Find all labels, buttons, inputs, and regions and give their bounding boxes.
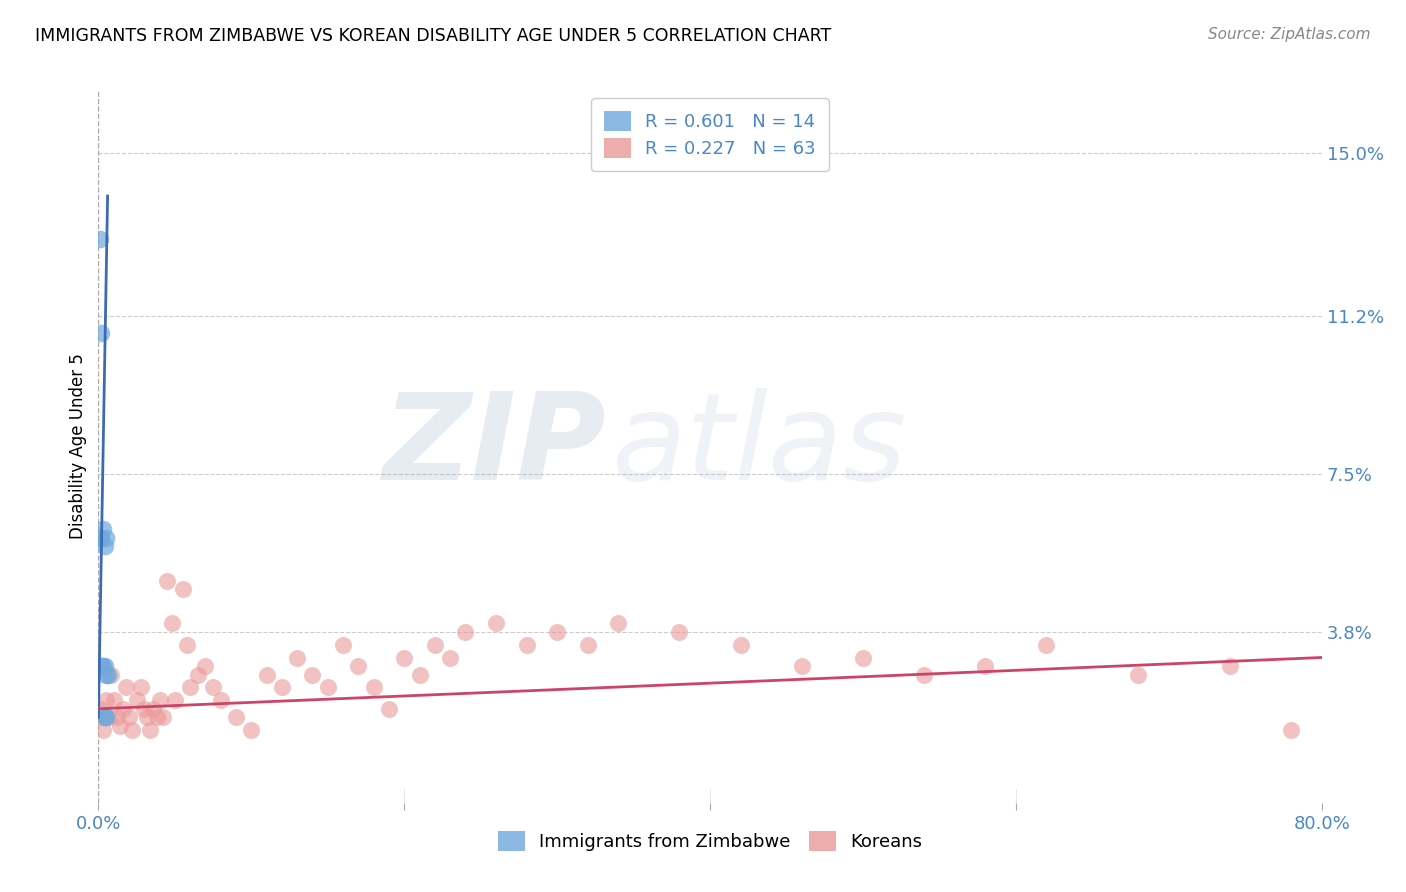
Text: ZIP: ZIP: [382, 387, 606, 505]
Point: [93, 710, 115, 724]
Point: [392, 650, 416, 665]
Point: [202, 681, 225, 695]
Point: [408, 667, 430, 681]
Point: [209, 693, 232, 707]
Point: [91, 659, 114, 673]
Point: [316, 681, 339, 695]
Point: [111, 702, 134, 716]
Text: atlas: atlas: [612, 387, 907, 505]
Point: [285, 650, 308, 665]
Point: [439, 650, 461, 665]
Point: [108, 719, 131, 733]
Point: [1128, 667, 1150, 681]
Point: [546, 624, 568, 639]
Point: [347, 659, 370, 673]
Point: [89, 531, 111, 545]
Point: [194, 659, 217, 673]
Point: [256, 667, 278, 681]
Point: [90, 531, 112, 545]
Point: [160, 616, 183, 631]
Point: [240, 723, 263, 738]
Point: [1219, 659, 1241, 673]
Point: [134, 702, 156, 716]
Point: [145, 710, 167, 724]
Point: [94, 667, 117, 681]
Point: [301, 667, 323, 681]
Point: [136, 710, 159, 724]
Point: [378, 702, 401, 716]
Point: [852, 650, 875, 665]
Point: [90, 659, 112, 673]
Point: [121, 723, 143, 738]
Point: [332, 638, 354, 652]
Point: [139, 723, 162, 738]
Point: [156, 574, 179, 588]
Point: [89, 702, 111, 716]
Point: [607, 616, 630, 631]
Point: [125, 693, 148, 707]
Point: [118, 710, 141, 724]
Point: [94, 710, 117, 724]
Point: [152, 710, 174, 724]
Point: [93, 659, 115, 673]
Point: [225, 710, 247, 724]
Y-axis label: Disability Age Under 5: Disability Age Under 5: [69, 353, 87, 539]
Point: [270, 681, 292, 695]
Point: [1035, 638, 1057, 652]
Point: [485, 616, 508, 631]
Point: [98, 710, 121, 724]
Point: [142, 702, 165, 716]
Point: [97, 667, 120, 681]
Point: [89, 232, 111, 246]
Point: [103, 693, 125, 707]
Point: [172, 582, 194, 596]
Point: [576, 638, 599, 652]
Legend: Immigrants from Zimbabwe, Koreans: Immigrants from Zimbabwe, Koreans: [491, 823, 929, 858]
Point: [91, 522, 114, 536]
Point: [100, 667, 122, 681]
Point: [1279, 723, 1302, 738]
Point: [974, 659, 997, 673]
Point: [363, 681, 385, 695]
Point: [730, 638, 752, 652]
Text: IMMIGRANTS FROM ZIMBABWE VS KOREAN DISABILITY AGE UNDER 5 CORRELATION CHART: IMMIGRANTS FROM ZIMBABWE VS KOREAN DISAB…: [35, 27, 831, 45]
Point: [516, 638, 538, 652]
Point: [91, 723, 114, 738]
Point: [90, 710, 112, 724]
Point: [163, 693, 186, 707]
Point: [115, 681, 138, 695]
Point: [668, 624, 690, 639]
Point: [129, 681, 152, 695]
Point: [105, 710, 128, 724]
Text: Source: ZipAtlas.com: Source: ZipAtlas.com: [1208, 27, 1371, 42]
Point: [454, 624, 477, 639]
Point: [790, 659, 813, 673]
Point: [423, 638, 446, 652]
Point: [176, 638, 198, 652]
Point: [187, 667, 209, 681]
Point: [94, 693, 117, 707]
Point: [912, 667, 935, 681]
Point: [93, 540, 115, 554]
Point: [90, 326, 112, 340]
Point: [94, 531, 117, 545]
Point: [149, 693, 172, 707]
Point: [179, 681, 201, 695]
